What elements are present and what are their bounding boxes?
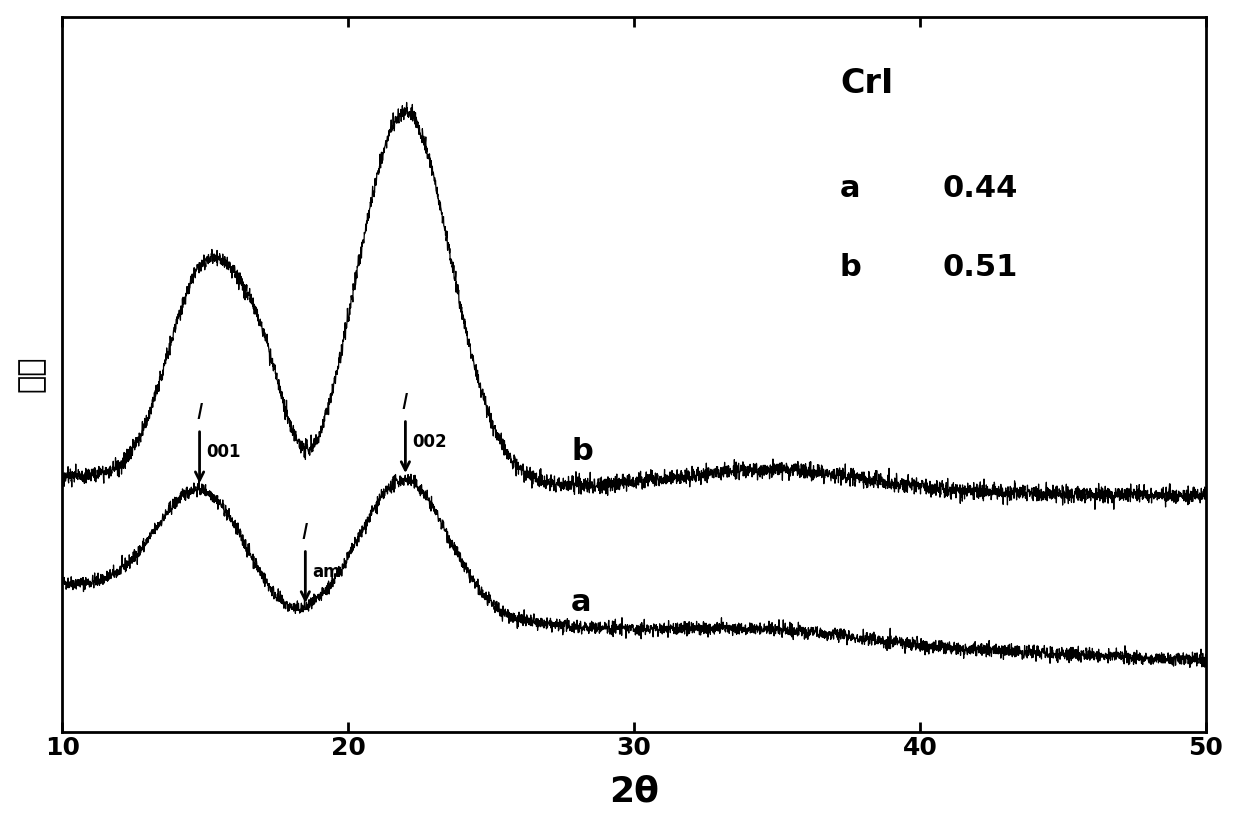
Y-axis label: 強度: 強度 [16, 356, 46, 393]
Text: 001: 001 [207, 443, 242, 461]
Text: 002: 002 [413, 433, 448, 451]
Text: a: a [839, 174, 861, 203]
Text: am: am [312, 563, 341, 581]
Text: $I$: $I$ [196, 403, 203, 423]
Text: b: b [572, 437, 593, 466]
X-axis label: 2θ: 2θ [609, 775, 658, 808]
Text: CrI: CrI [839, 67, 893, 100]
Text: a: a [572, 588, 591, 617]
Text: 0.51: 0.51 [942, 252, 1018, 281]
Text: b: b [839, 252, 862, 281]
Text: $I$: $I$ [402, 393, 409, 413]
Text: $I$: $I$ [301, 523, 309, 543]
Text: 0.44: 0.44 [942, 174, 1018, 203]
